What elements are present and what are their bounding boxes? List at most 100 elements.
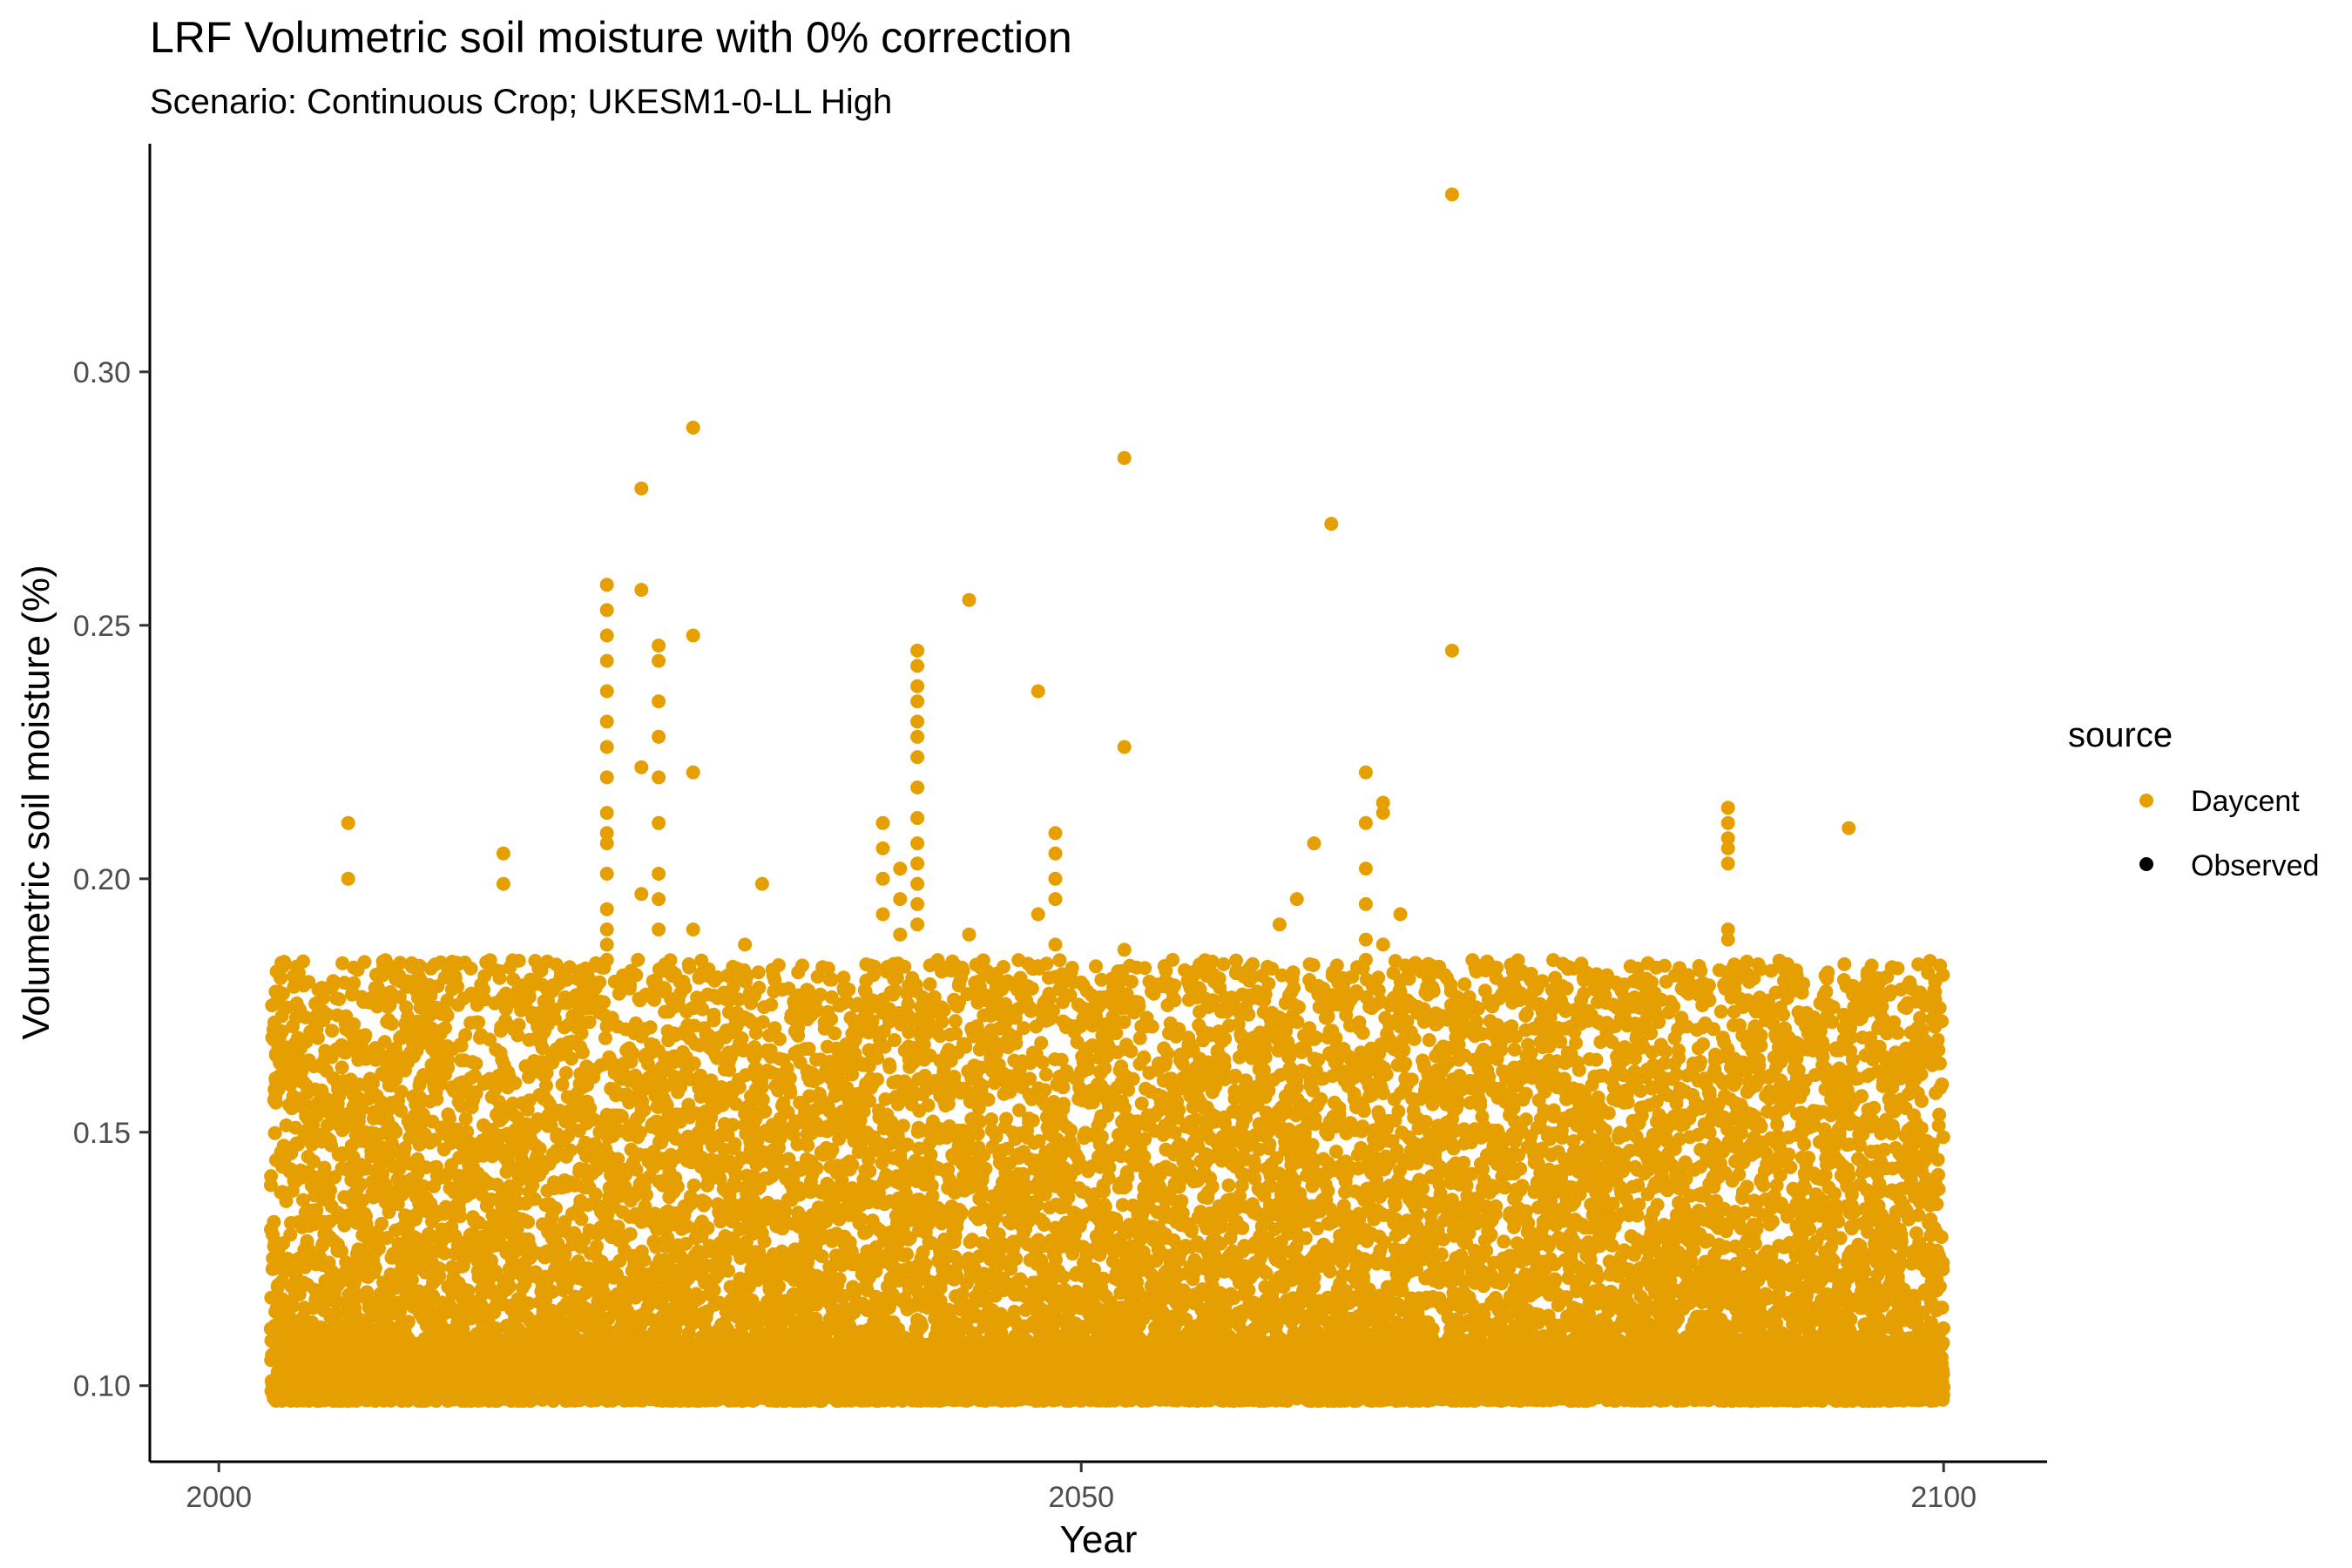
data-point xyxy=(666,1000,681,1014)
data-point xyxy=(613,1188,628,1203)
data-point xyxy=(557,996,571,1010)
data-point xyxy=(319,1064,334,1078)
data-point xyxy=(440,993,455,1008)
data-point xyxy=(682,1264,697,1279)
data-point xyxy=(302,1244,317,1258)
data-point xyxy=(302,1219,317,1233)
data-point xyxy=(426,1288,441,1303)
data-point xyxy=(453,1037,468,1051)
data-point xyxy=(527,1192,542,1206)
data-point xyxy=(632,1177,647,1192)
data-point xyxy=(404,956,419,970)
data-point xyxy=(268,1095,283,1110)
data-point xyxy=(264,1290,279,1305)
data-point xyxy=(647,1217,662,1232)
data-point xyxy=(660,1125,674,1140)
data-point xyxy=(544,1213,558,1228)
data-point xyxy=(686,1178,701,1193)
data-point xyxy=(591,1146,606,1161)
data-point xyxy=(329,991,344,1006)
data-point xyxy=(453,1173,468,1187)
data-point xyxy=(475,1133,490,1148)
data-point xyxy=(582,1067,597,1082)
data-point xyxy=(350,1159,365,1174)
data-point xyxy=(269,1048,283,1063)
data-point xyxy=(404,1172,419,1186)
data-point xyxy=(679,1004,694,1018)
data-point xyxy=(625,1046,640,1061)
data-point xyxy=(322,1340,337,1354)
data-point xyxy=(527,1054,542,1068)
data-point xyxy=(275,959,290,974)
data-point xyxy=(609,1108,624,1123)
data-point xyxy=(679,1050,693,1064)
data-point xyxy=(422,977,436,992)
data-point xyxy=(579,1149,593,1164)
data-point xyxy=(333,1341,348,1355)
data-point xyxy=(283,1227,298,1242)
data-point xyxy=(439,1362,454,1375)
data-point xyxy=(574,1212,589,1227)
data-point xyxy=(545,1055,560,1070)
data-point xyxy=(370,980,385,994)
data-point xyxy=(316,990,331,1005)
data-point xyxy=(453,1383,468,1397)
data-point xyxy=(337,1190,352,1205)
data-point xyxy=(404,1031,419,1045)
data-point xyxy=(406,1089,421,1104)
data-point xyxy=(747,1194,761,1208)
data-point xyxy=(578,1286,593,1301)
data-point xyxy=(453,1285,468,1300)
data-point xyxy=(335,1148,350,1163)
data-point xyxy=(679,1200,694,1215)
data-point xyxy=(545,983,560,998)
data-point xyxy=(368,1260,382,1275)
plot-panel: 0.100.150.200.250.30 2000 2050 2100 xyxy=(73,144,2047,1514)
data-point xyxy=(340,1107,355,1122)
data-point xyxy=(492,970,507,985)
data-point xyxy=(729,1157,744,1172)
data-point xyxy=(375,1066,389,1081)
data-point xyxy=(289,959,304,974)
data-point xyxy=(318,1226,333,1240)
data-point xyxy=(450,979,465,994)
data-point xyxy=(419,1191,434,1206)
data-point xyxy=(594,995,608,1009)
data-point xyxy=(575,1045,590,1060)
data-point xyxy=(609,1085,623,1099)
data-point xyxy=(456,1336,471,1351)
data-point xyxy=(358,1372,373,1387)
data-point xyxy=(372,1241,386,1256)
data-point xyxy=(463,961,478,976)
data-point xyxy=(384,1355,399,1370)
data-point xyxy=(559,1281,574,1295)
data-point xyxy=(425,1114,440,1129)
data-point xyxy=(631,952,645,967)
data-point xyxy=(410,1014,425,1029)
data-point xyxy=(420,1239,435,1254)
data-point xyxy=(543,1114,558,1129)
data-point xyxy=(378,953,393,968)
data-point xyxy=(470,1338,485,1353)
data-point xyxy=(614,977,629,992)
data-point xyxy=(661,1258,675,1273)
data-point xyxy=(298,1260,313,1274)
data-point xyxy=(492,1104,507,1118)
data-point xyxy=(386,1185,401,1199)
data-point xyxy=(442,1112,456,1125)
data-point xyxy=(437,1342,452,1356)
data-point xyxy=(543,1197,558,1212)
data-point xyxy=(539,1078,553,1093)
data-point xyxy=(368,1144,383,1158)
data-point xyxy=(634,1101,649,1116)
data-point xyxy=(695,1002,710,1017)
data-point xyxy=(699,1027,713,1042)
data-point xyxy=(629,968,644,983)
data-point xyxy=(678,980,693,995)
data-point xyxy=(510,1160,525,1175)
data-point xyxy=(318,1044,333,1058)
data-point xyxy=(267,1015,281,1030)
data-point xyxy=(422,1227,436,1241)
data-point xyxy=(632,1147,646,1162)
data-point xyxy=(490,1178,504,1192)
